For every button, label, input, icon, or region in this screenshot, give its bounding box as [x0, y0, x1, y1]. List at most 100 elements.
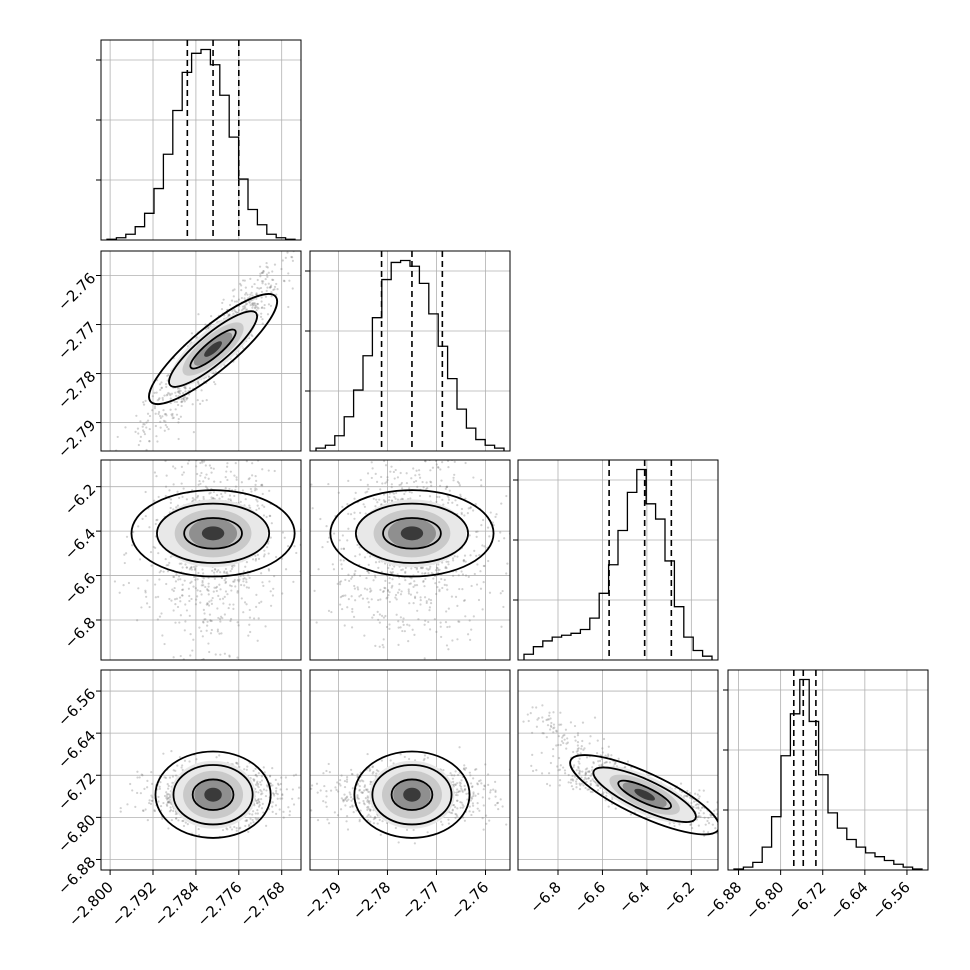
sample-point-1-0-468	[249, 277, 252, 280]
sample-point-2-0-179	[213, 571, 216, 574]
sample-point-2-1-332	[374, 472, 377, 475]
sample-point-2-1-296	[453, 454, 455, 456]
sample-point-2-0-758	[256, 553, 260, 556]
sample-point-3-1-492	[475, 767, 478, 771]
sample-point-1-0-786	[273, 263, 277, 266]
sample-point-2-1-177	[425, 481, 428, 484]
sample-point-2-0-312	[265, 665, 267, 667]
sample-point-2-0-580	[224, 577, 227, 580]
sample-point-2-1-140	[436, 465, 440, 469]
sample-point-2-0-861	[213, 568, 217, 571]
sample-point-2-0-208	[248, 616, 252, 619]
sample-point-2-1-537	[481, 518, 485, 522]
sample-point-2-1-612	[423, 572, 426, 575]
sample-point-3-1-446	[447, 822, 451, 825]
sample-point-2-0-573	[180, 465, 183, 468]
sample-point-1-0-62	[260, 296, 263, 299]
sample-point-3-0-513	[167, 793, 170, 796]
sample-point-3-0-774	[254, 783, 258, 786]
sample-point-2-1-867	[413, 633, 416, 637]
sample-point-2-1-127	[331, 563, 334, 566]
sample-point-2-0-372	[207, 582, 210, 585]
sample-point-2-1-290	[440, 577, 443, 581]
sample-point-2-1-852	[421, 480, 424, 484]
sample-point-2-0-229	[168, 597, 171, 601]
sample-point-2-1-328	[469, 429, 471, 431]
sample-point-2-1-570	[432, 577, 435, 580]
sample-point-2-0-1	[190, 566, 193, 569]
sample-point-3-1-299	[483, 785, 486, 788]
sample-point-2-1-142	[388, 576, 391, 580]
sample-point-3-1-273	[460, 787, 463, 790]
sample-point-2-0-432	[237, 580, 240, 583]
sample-point-2-0-881	[227, 606, 230, 610]
sample-point-1-0-554	[172, 416, 175, 419]
sample-point-3-0-330	[239, 826, 242, 829]
sample-point-3-0-789	[254, 799, 257, 802]
sample-point-2-1-827	[506, 562, 509, 565]
sample-point-1-0-113	[275, 282, 278, 286]
sample-point-3-1-190	[325, 795, 328, 798]
sample-point-3-1-678	[487, 773, 490, 776]
sample-point-2-0-503	[202, 620, 205, 623]
sample-point-1-0-424	[178, 389, 181, 393]
sample-point-2-1-56	[425, 601, 428, 605]
sample-point-3-1-442	[472, 810, 475, 813]
sample-point-2-1-713	[328, 536, 331, 539]
sample-point-2-0-694	[207, 642, 210, 645]
sample-point-3-1-482	[470, 797, 474, 800]
sample-point-1-0-821	[260, 312, 263, 315]
sample-point-3-0-179	[164, 776, 168, 779]
sample-point-1-0-28	[171, 412, 174, 416]
sample-point-3-0-301	[169, 806, 172, 809]
sample-point-2-0-612	[196, 578, 199, 581]
sample-point-1-0-53	[142, 403, 146, 406]
sample-point-1-0-800	[256, 286, 259, 290]
sample-point-2-0-819	[192, 585, 195, 588]
sample-point-3-1-169	[463, 784, 466, 787]
sample-point-3-1-100	[369, 808, 372, 811]
sample-point-2-1-716	[340, 567, 344, 570]
sample-point-3-0-117	[226, 828, 229, 831]
sample-point-2-1-578	[513, 522, 515, 524]
sample-point-3-1-40	[351, 773, 354, 776]
sample-point-3-1-427	[440, 820, 443, 823]
sample-point-2-1-672	[452, 476, 455, 479]
sample-point-2-1-351	[429, 565, 432, 568]
sample-point-2-0-505	[180, 482, 183, 485]
sample-point-3-1-85	[463, 788, 467, 791]
sample-point-1-0-827	[188, 387, 192, 390]
sample-point-2-0-163	[169, 501, 172, 504]
sample-point-2-1-131	[410, 577, 413, 580]
sample-point-2-0-356	[137, 587, 140, 590]
sample-point-2-1-424	[367, 563, 370, 566]
sample-point-2-0-154	[226, 593, 229, 596]
sample-point-3-2-215	[579, 752, 582, 755]
sample-point-2-1-895	[359, 478, 362, 482]
sample-point-3-1-443	[372, 822, 376, 825]
sample-point-2-1-461	[459, 493, 462, 496]
sample-point-1-0-601	[266, 275, 269, 278]
sample-point-2-1-572	[341, 505, 344, 509]
sample-point-2-1-776	[407, 592, 411, 595]
sample-point-3-1-886	[496, 802, 499, 805]
sample-point-2-1-753	[340, 563, 343, 566]
sample-point-2-0-49	[265, 546, 269, 549]
sample-point-2-0-199	[261, 504, 264, 507]
sample-point-2-1-845	[445, 485, 449, 488]
sample-point-2-0-663	[189, 633, 192, 636]
sample-point-1-0-140	[176, 390, 179, 393]
sample-point-2-0-771	[260, 572, 263, 575]
sample-point-2-0-631	[267, 542, 270, 545]
sample-point-3-0-430	[170, 802, 173, 805]
sample-point-2-0-552	[188, 599, 191, 603]
sample-point-2-1-512	[344, 594, 347, 597]
sample-point-3-2-3	[546, 724, 550, 727]
sample-point-2-1-807	[397, 620, 400, 623]
sample-point-1-0-762	[183, 386, 186, 389]
contour-2-0-2	[183, 517, 243, 550]
sample-point-1-0-795	[171, 414, 174, 417]
sample-point-1-0-312	[232, 295, 235, 298]
sample-point-2-0-365	[175, 597, 178, 600]
hist-frame-3	[727, 669, 929, 871]
